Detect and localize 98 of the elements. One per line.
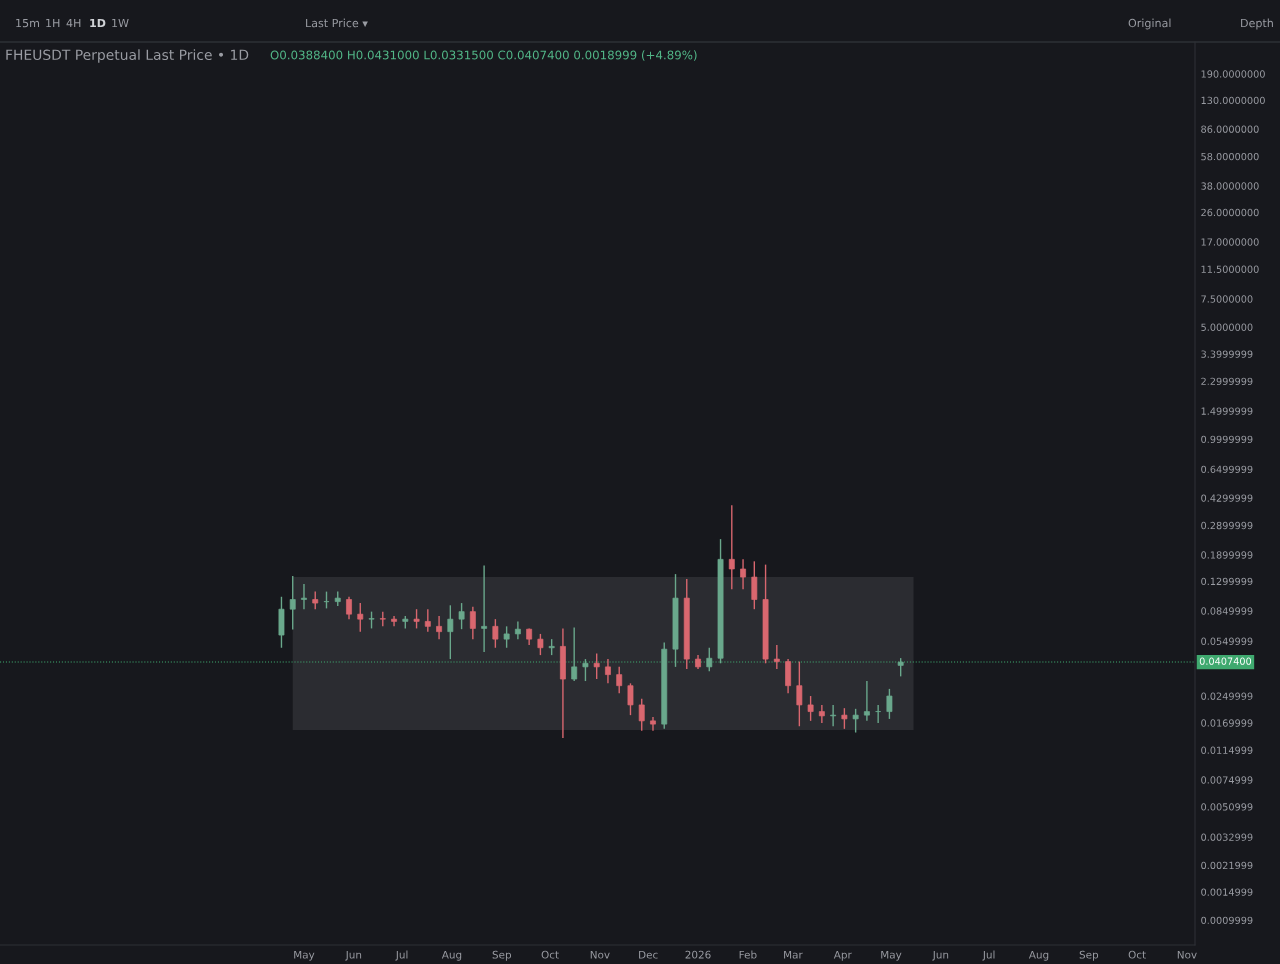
candlestick <box>357 602 364 633</box>
candlestick <box>346 596 352 620</box>
x-tick-label: Aug <box>441 950 462 961</box>
x-tick-label: Jun <box>345 950 362 961</box>
text: 1W <box>112 18 129 28</box>
candlestick <box>424 608 431 633</box>
y-tick-label: 26.0000000 <box>1201 208 1259 217</box>
y-tick-label: 0.0021999 <box>1201 861 1253 870</box>
y-tick-label: 0.6499999 <box>1201 465 1253 473</box>
x-tick-label: Sep <box>1079 950 1099 961</box>
y-tick-label: 130.0000000 <box>1201 96 1265 105</box>
y-tick-label: 0.0074999 <box>1201 776 1253 784</box>
candlestick <box>582 658 589 682</box>
candlestick <box>571 626 578 682</box>
y-tick-label: 0.0032999 <box>1201 833 1253 841</box>
y-tick-label: 0.0249999 <box>1201 692 1253 700</box>
x-tick-label: Apr <box>833 950 852 961</box>
y-tick-label: 0.0849999 <box>1201 607 1253 615</box>
candlestick <box>391 615 397 628</box>
y-tick-label: 38.0000000 <box>1201 182 1259 190</box>
x-tick-label: Nov <box>1177 950 1197 959</box>
candlestick <box>841 707 848 730</box>
y-tick-label: 11.5000000 <box>1201 265 1259 273</box>
y-tick-label: 0.0549999 <box>1201 637 1253 645</box>
candlestick <box>818 704 825 724</box>
y-tick-label: 86.0000000 <box>1201 125 1259 133</box>
y-tick-label: 0.0014999 <box>1201 888 1253 896</box>
candlestick <box>503 625 510 649</box>
candlestick <box>593 652 600 680</box>
x-tick-label: May <box>881 950 902 961</box>
text: 1D <box>90 18 106 28</box>
y-tick-label: 0.0009999 <box>1201 916 1253 924</box>
candlestick <box>436 615 442 640</box>
candlestick <box>447 604 454 660</box>
text: 15m <box>16 18 40 28</box>
candlestick <box>458 602 465 630</box>
candlestick <box>514 620 521 640</box>
x-tick-label: Feb <box>739 950 757 959</box>
text: 4H <box>66 18 81 28</box>
x-tick-label: Jun <box>932 950 949 961</box>
candlestick <box>627 682 634 716</box>
candlestick <box>413 608 420 630</box>
candlestick <box>706 647 713 672</box>
y-tick-label: 7.5000000 <box>1201 295 1253 303</box>
candlestick <box>852 708 859 734</box>
y-tick-label: 0.4299999 <box>1201 494 1253 502</box>
candlestick <box>830 704 837 727</box>
candlestick <box>301 583 307 610</box>
y-tick-label: 0.1299999 <box>1201 577 1253 586</box>
x-tick-label: Dec <box>639 950 658 959</box>
x-tick-label: Oct <box>541 950 559 959</box>
candlestick <box>537 633 544 656</box>
x-tick-label: Sep <box>492 950 512 961</box>
x-tick-label: 2026 <box>685 950 711 959</box>
y-tick-label: 0.2899999 <box>1201 521 1253 530</box>
x-tick-label: Mar <box>784 950 803 959</box>
x-tick-label: Oct <box>1128 950 1146 959</box>
candlestick <box>740 558 746 590</box>
candlestick <box>616 666 623 694</box>
candlestick <box>807 695 814 722</box>
x-tick-label: Aug <box>1028 950 1049 961</box>
candlestick <box>605 658 611 685</box>
text: Depth <box>1241 18 1273 30</box>
candlestick <box>897 657 904 678</box>
candlestick <box>751 560 758 610</box>
candlestick <box>886 688 893 720</box>
candlestick <box>863 680 870 722</box>
candlestick <box>481 564 488 653</box>
candlestick <box>773 644 780 670</box>
y-tick-label: 0.1899999 <box>1201 551 1253 559</box>
y-tick-label: 190.0000000 <box>1201 70 1265 78</box>
x-tick-label: Jul <box>395 950 408 961</box>
y-tick-label: 3.3999999 <box>1201 350 1253 358</box>
candlestick <box>796 660 803 727</box>
y-tick-label: 1.4999999 <box>1201 407 1253 415</box>
text: Original <box>1128 18 1171 30</box>
annotation: O0.0388400 H0.0431000 L0.0331500 C0.0407400 0.0018999 (+4.89%) <box>270 50 697 61</box>
y-tick-label: 0.0114999 <box>1201 746 1253 754</box>
y-tick-label: 58.0000000 <box>1201 152 1259 161</box>
y-tick-label: 0.0050999 <box>1201 803 1253 811</box>
text: Last Price ▾ <box>306 18 368 28</box>
candlestick <box>638 698 645 732</box>
candlestick <box>492 618 499 649</box>
text: FHEUSDT Perpetual Last Price • 1D <box>6 49 249 63</box>
y-tick-label: 17.0000000 <box>1201 238 1259 246</box>
candlestick <box>469 606 476 640</box>
candlestick <box>289 575 296 631</box>
x-tick-label: Jul <box>982 950 995 961</box>
candlestick <box>650 716 656 732</box>
candlestick <box>728 504 735 590</box>
y-tick-label: 2.2999999 <box>1201 377 1253 385</box>
x-tick-label: Nov <box>590 950 610 959</box>
y-tick-label: 0.0169999 <box>1201 719 1253 727</box>
y-tick-label: 0.9999999 <box>1201 435 1253 443</box>
y-tick-label: 5.0000000 <box>1201 323 1253 331</box>
text: 1H <box>46 18 60 28</box>
ref-line-label: 0.0407400 <box>1199 657 1252 665</box>
x-tick-label: May <box>294 950 315 961</box>
